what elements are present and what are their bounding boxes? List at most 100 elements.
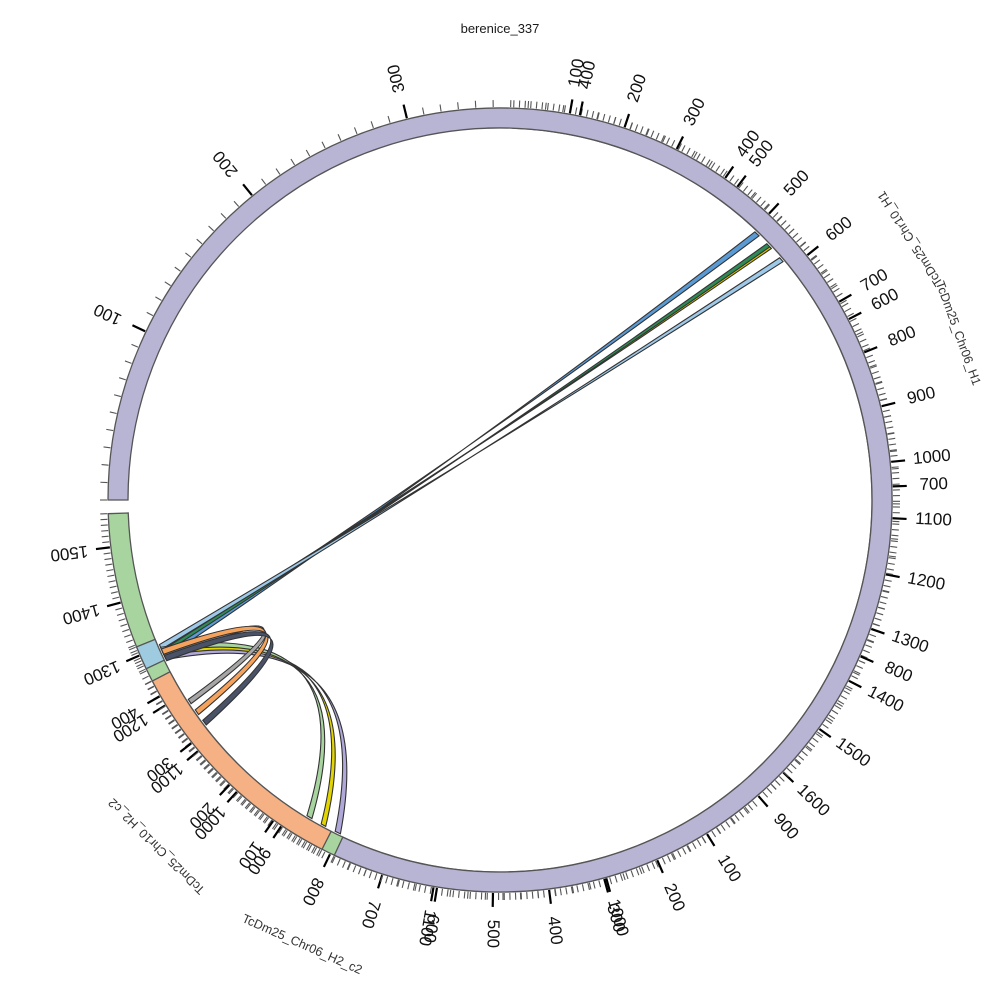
tick-minor <box>286 832 292 839</box>
tick-minor <box>886 426 894 429</box>
tick-minor <box>722 170 728 177</box>
tick-major <box>863 346 878 354</box>
tick-minor <box>101 535 109 538</box>
tick-minor <box>857 333 865 338</box>
tick-minor <box>729 818 735 825</box>
tick-label: 1400 <box>865 682 907 716</box>
tick-major <box>218 784 231 796</box>
tick-minor <box>866 639 874 644</box>
tick-minor <box>155 296 162 301</box>
tick-minor <box>574 107 578 115</box>
tick-minor <box>884 579 892 582</box>
tick-label: 1500 <box>49 542 89 565</box>
tick-minor <box>801 750 808 757</box>
tick-minor <box>211 771 217 778</box>
tick-minor <box>868 359 876 364</box>
tick-minor <box>598 880 602 888</box>
tick-minor <box>188 746 195 752</box>
tick-minor <box>701 156 706 163</box>
tick-label: 1300 <box>81 657 123 689</box>
tick-minor <box>646 128 650 136</box>
tick-major <box>860 655 874 663</box>
tick-minor <box>889 443 897 446</box>
tick-label: 500 <box>780 166 813 200</box>
ribbon-link-yellow-thin[interactable] <box>160 246 773 652</box>
tick-minor <box>192 751 199 757</box>
tick-minor <box>306 843 311 851</box>
tick-label: 200 <box>623 72 650 105</box>
tick-major <box>891 459 906 463</box>
tick-minor <box>734 814 740 821</box>
tick-minor <box>744 806 750 814</box>
tick-label: 1400 <box>61 600 102 628</box>
tick-minor <box>342 861 346 868</box>
tick-minor <box>144 680 152 686</box>
chromosome-label-tcdm25_chr06_h1: TcDm25_Chr06_H1 <box>933 279 984 387</box>
tick-minor <box>124 634 132 638</box>
tick-minor <box>686 845 691 853</box>
ideogram-segment-tcdm25_chr10_h1[interactable] <box>107 107 893 893</box>
tick-major <box>724 165 735 179</box>
tick-minor <box>311 846 316 854</box>
tick-minor <box>156 700 163 706</box>
tick-minor <box>292 836 298 843</box>
tick-minor <box>788 228 795 235</box>
tick-minor <box>882 409 890 413</box>
tick-major <box>186 750 199 762</box>
tick-minor <box>290 158 296 166</box>
tick-minor <box>204 764 210 770</box>
tick-minor <box>440 888 444 896</box>
tick-minor <box>104 557 112 561</box>
tick-minor <box>602 113 606 121</box>
tick-minor <box>296 838 301 845</box>
tick-label: 1600 <box>793 780 833 820</box>
tick-minor <box>780 220 787 226</box>
tick-minor <box>347 863 352 871</box>
tick-minor <box>103 446 111 449</box>
ribbon-link-darkslate-1[interactable] <box>163 631 274 726</box>
tick-minor <box>640 126 644 134</box>
tick-minor <box>686 147 691 155</box>
tick-label: 800 <box>885 322 918 350</box>
tick-major <box>603 878 610 893</box>
tick-minor <box>211 772 218 779</box>
tick-minor <box>619 873 624 881</box>
ideogram-segments-layer <box>107 107 893 893</box>
tick-minor <box>826 717 834 722</box>
tick-minor <box>287 833 293 840</box>
tick-minor <box>846 685 853 690</box>
tick-minor <box>866 354 874 359</box>
tick-minor <box>869 633 877 638</box>
tick-major <box>146 695 161 705</box>
tick-major <box>578 101 584 116</box>
tick-minor <box>171 724 179 730</box>
tick-minor <box>660 135 665 142</box>
tick-minor <box>849 317 857 323</box>
ideogram-segment-unlabeled[interactable] <box>135 638 166 670</box>
tick-minor <box>890 540 898 543</box>
tick-minor <box>743 807 749 814</box>
ideogram-segment-tcdm25_chr10_h2_c2[interactable] <box>151 670 332 851</box>
tick-minor <box>796 237 803 243</box>
tick-minor <box>607 115 611 123</box>
tick-minor <box>808 742 816 748</box>
tick-major <box>818 728 832 739</box>
tick-minor <box>581 884 585 892</box>
tick-minor <box>177 733 185 739</box>
tick-minor <box>109 585 117 589</box>
ribbon-link-orange-1[interactable] <box>160 625 269 716</box>
tick-minor <box>215 776 222 783</box>
ribbon-link-lightblue-1[interactable] <box>158 257 784 651</box>
tick-major <box>131 324 146 333</box>
tick-minor <box>820 268 827 274</box>
tick-minor <box>570 886 574 894</box>
tick-minor <box>887 432 895 435</box>
tick-minor <box>614 875 618 883</box>
tick-major <box>152 704 166 714</box>
tick-minor <box>530 101 532 109</box>
tick-minor <box>110 591 118 594</box>
tick-minor <box>250 806 256 814</box>
chromosome-label-tcdm25_chr10_h2_c2: TcDm25_Chr10_H2_c2 <box>106 796 208 897</box>
tick-minor <box>120 623 128 627</box>
tick-label: 600 <box>420 913 443 944</box>
